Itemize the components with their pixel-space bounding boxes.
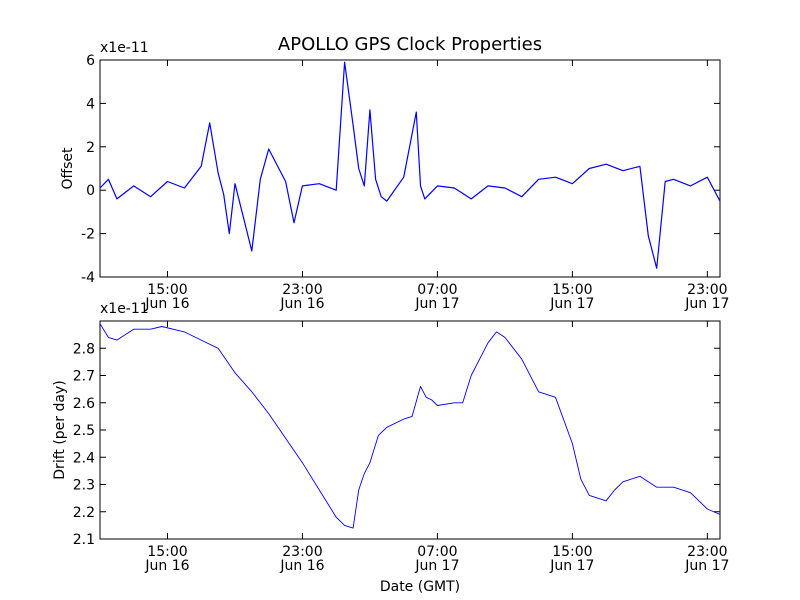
y-tick-label: -2 [81,227,95,243]
x-tick-label-date: Jun 17 [549,296,594,312]
x-tick-label-date: Jun 17 [684,296,729,312]
y-exponent-label: x1e-11 [100,301,149,317]
x-tick-label-date: Jun 16 [144,296,189,312]
y-tick-label: 2.3 [73,478,95,494]
y-tick-label: 2 [86,140,95,156]
x-tick-label-date: Jun 16 [279,558,324,574]
y-tick-label: 2.6 [73,396,95,412]
y-tick-label: 4 [86,96,95,112]
y-tick-label: 2.7 [73,369,95,385]
x-tick-label-time: 23:00 [282,544,322,560]
y-tick-label: 0 [86,183,95,199]
x-tick-label-date: Jun 17 [684,558,729,574]
series-line [99,61,721,269]
x-tick-label-date: Jun 17 [414,558,459,574]
plot-frame [99,59,721,278]
x-tick-label-time: 07:00 [417,544,457,560]
y-axis-label: Drift (per day) [52,380,68,479]
y-axis-label: Offset [60,147,76,190]
x-axis-label: Date (GMT) [380,579,460,595]
y-tick-label: -4 [81,270,95,286]
x-tick-label-date: Jun 16 [144,558,189,574]
x-tick-label-date: Jun 16 [279,296,324,312]
y-tick-label: 2.1 [73,532,95,548]
x-tick-label-time: 15:00 [552,282,592,298]
x-tick-label-date: Jun 17 [549,558,594,574]
y-tick-label: 2.4 [73,450,95,466]
x-tick-label-time: 23:00 [687,544,727,560]
plot-frame [99,320,721,540]
y-tick-label: 2.5 [73,423,95,439]
x-tick-label-time: 23:00 [282,282,322,298]
y-tick-label: 2.8 [73,341,95,357]
series-line [99,323,721,529]
x-tick-label-date: Jun 17 [414,296,459,312]
y-exponent-label: x1e-11 [100,40,149,56]
y-tick-label: 6 [86,53,95,69]
x-tick-label-time: 23:00 [687,282,727,298]
figure-title: APOLLO GPS Clock Properties [278,34,542,55]
x-tick-label-time: 15:00 [147,544,187,560]
x-tick-label-time: 07:00 [417,282,457,298]
x-tick-label-time: 15:00 [147,282,187,298]
y-tick-label: 2.2 [73,505,95,521]
x-tick-label-time: 15:00 [552,544,592,560]
